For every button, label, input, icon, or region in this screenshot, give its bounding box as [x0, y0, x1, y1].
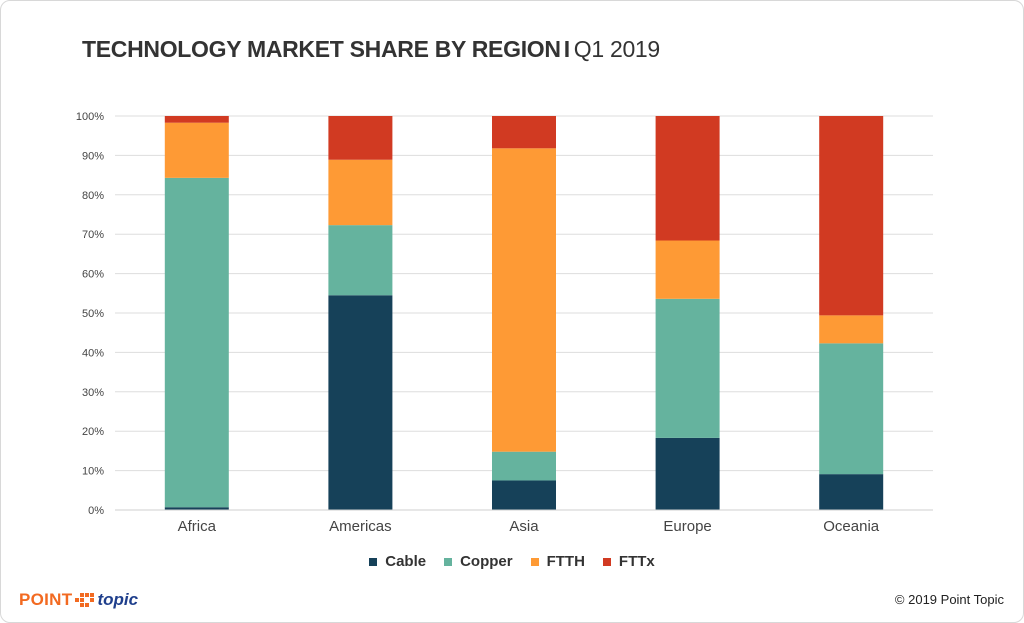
legend-swatch [369, 557, 378, 566]
legend-item-ftth: FTTH [530, 553, 585, 570]
bar-segment-copper [164, 177, 229, 508]
bar-segment-fttx [819, 116, 884, 316]
chart-legend: Cable Copper FTTH FTTx [0, 553, 1024, 570]
bar-segment-ftth [819, 315, 884, 344]
bar-segment-ftth [492, 148, 556, 452]
bar-segment-cable [164, 507, 229, 510]
y-tick-label: 70% [82, 229, 104, 241]
legend-label: Copper [460, 553, 513, 570]
x-tick-label: Oceania [823, 518, 880, 535]
legend-swatch [530, 557, 539, 566]
x-tick-label: Europe [663, 518, 711, 535]
bar-segment-copper [655, 298, 720, 438]
y-tick-label: 50% [82, 308, 104, 320]
bar-segment-fttx [164, 116, 229, 123]
y-tick-label: 80% [82, 190, 104, 202]
bar-segment-cable [655, 437, 720, 510]
legend-item-cable: Cable [369, 553, 426, 570]
y-tick-label: 30% [82, 387, 104, 399]
legend-swatch [602, 557, 611, 566]
y-tick-label: 10% [82, 466, 104, 478]
chart-title: TECHNOLOGY MARKET SHARE BY REGION I Q1 201… [82, 36, 660, 63]
bar-segment-ftth [328, 159, 393, 226]
y-tick-label: 40% [82, 347, 104, 359]
bar-segment-copper [819, 343, 884, 475]
legend-item-fttx: FTTx [602, 553, 655, 570]
copyright-text: © 2019 Point Topic [894, 592, 1004, 607]
bar-segment-fttx [492, 116, 556, 149]
y-tick-label: 60% [82, 269, 104, 281]
bar-segment-fttx [655, 116, 720, 241]
bar-segment-cable [492, 480, 556, 510]
y-tick-label: 90% [82, 150, 104, 162]
bar-segment-ftth [164, 122, 229, 178]
bar-segment-cable [328, 295, 393, 510]
logo-grid-icon [75, 593, 95, 607]
title-separator: I [563, 36, 570, 62]
point-topic-logo: POINT topic [19, 589, 138, 611]
legend-label: FTTx [618, 553, 655, 570]
bar-segment-copper [328, 225, 393, 296]
legend-label: FTTH [546, 553, 585, 570]
y-tick-label: 100% [76, 111, 104, 123]
y-tick-label: 20% [82, 426, 104, 438]
bar-segment-ftth [655, 240, 720, 299]
legend-label: Cable [385, 553, 427, 570]
legend-item-copper: Copper [444, 553, 513, 570]
title-main: TECHNOLOGY MARKET SHARE BY REGION [82, 36, 561, 62]
bar-segment-fttx [328, 116, 393, 160]
title-period: Q1 2019 [573, 36, 660, 62]
y-tick-label: 0% [88, 505, 104, 517]
bar-segment-copper [492, 451, 556, 481]
bar-segment-cable [819, 474, 884, 510]
x-tick-label: Asia [509, 518, 539, 535]
legend-swatch [444, 557, 453, 566]
logo-topic-text: topic [97, 590, 139, 609]
logo-point-text: POINT [19, 590, 73, 609]
x-tick-label: Africa [178, 518, 217, 535]
x-tick-label: Americas [329, 518, 392, 535]
